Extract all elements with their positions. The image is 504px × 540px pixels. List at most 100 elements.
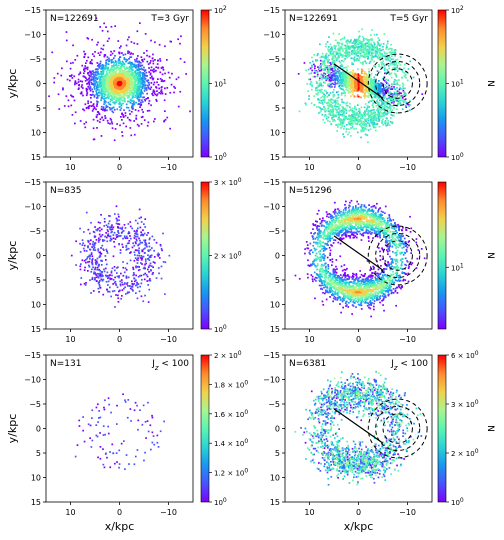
data-point [345,88,348,91]
data-point [394,59,397,61]
data-point [104,66,107,68]
data-point [353,43,356,46]
data-point [96,102,99,104]
data-point [327,110,330,112]
data-point [380,98,382,101]
data-point [329,114,332,116]
data-point [135,80,137,82]
data-point [371,99,374,102]
data-point [125,75,128,77]
data-point [334,104,337,106]
data-point [396,79,398,82]
data-point [152,78,154,81]
data-point [90,74,92,77]
data-point [98,88,100,91]
data-point [113,92,115,95]
data-point [385,64,388,67]
data-point [331,48,333,50]
data-point [383,87,385,90]
data-point [347,91,350,94]
data-point [104,117,107,120]
data-point [164,118,167,121]
data-point [129,78,132,81]
data-point [96,62,99,64]
data-point [395,68,398,71]
data-point [366,74,368,77]
data-point [395,94,398,97]
data-point [120,67,122,70]
data-point [100,70,102,73]
data-point [313,95,316,97]
data-point [360,125,362,127]
data-point [93,55,95,58]
data-point [90,73,93,75]
data-point [141,68,144,71]
data-point [94,84,96,87]
data-point [322,84,324,87]
data-point [329,74,332,77]
data-point [373,118,375,121]
data-point [85,107,88,110]
data-point [122,116,125,118]
data-point [151,75,153,78]
data-point [108,60,111,63]
data-point [85,90,88,92]
data-point [363,47,366,50]
data-point [122,65,124,68]
data-point [344,81,346,84]
data-point [329,111,332,114]
data-point [309,67,312,70]
data-point [97,70,99,73]
data-point [366,38,368,41]
data-point [359,120,362,123]
data-point [347,47,350,49]
data-point [107,122,110,124]
data-point [136,57,138,60]
data-point [140,116,143,119]
data-point [357,120,359,123]
data-point [335,66,337,69]
data-point [335,53,338,56]
data-point [104,99,106,102]
data-point [145,89,148,91]
data-point [104,97,107,99]
data-point [173,85,175,88]
data-point [91,62,93,65]
data-point [337,126,339,128]
data-point [155,86,157,88]
data-point [127,67,129,70]
data-point [363,122,366,125]
data-point [315,93,318,95]
data-point [366,48,369,51]
data-point [135,64,138,67]
data-point [151,93,153,95]
data-point [339,61,342,64]
data-point [380,43,382,46]
data-point [128,61,131,63]
data-point [116,66,119,69]
data-point [132,106,134,108]
data-point [378,112,381,115]
data-point [145,75,147,77]
data-point [100,92,103,95]
data-point [143,98,146,101]
data-point [316,82,318,84]
data-point [317,89,319,91]
data-point [374,114,377,116]
data-point [129,65,132,67]
data-point [329,104,331,107]
data-point [48,95,50,98]
data-point [106,96,109,99]
data-point [372,86,375,88]
data-point [320,107,322,110]
data-point [113,68,115,71]
data-point [320,73,323,76]
data-point [99,26,101,28]
data-point [353,49,356,51]
data-point [358,52,360,55]
data-point [126,95,129,97]
data-point [117,91,120,94]
data-point [93,105,95,108]
data-point [339,124,342,126]
data-point [383,64,386,67]
